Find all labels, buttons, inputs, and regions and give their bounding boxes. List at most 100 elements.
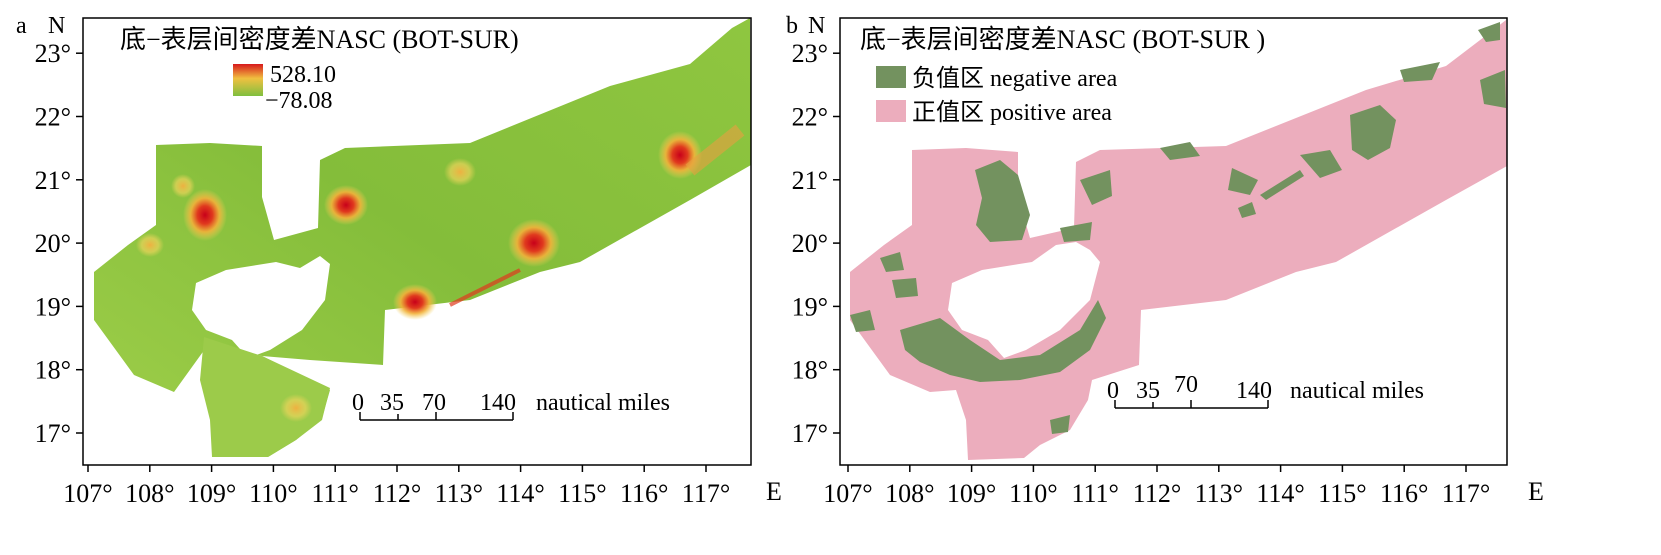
x-axis-tick-label: 107° xyxy=(63,479,112,508)
panel-b-legend-positive-label: 正值区 positive area xyxy=(912,99,1112,126)
panel-b-scale-140: 140 xyxy=(1236,378,1272,404)
x-axis-tick-label: 108° xyxy=(125,479,174,508)
panel-b-negative-10 xyxy=(1400,62,1440,82)
panel-b-east-label: E xyxy=(1528,477,1544,506)
x-axis-tick-label: 114° xyxy=(1256,479,1304,508)
panel-b: b N E 底−表层间密度差NASC (BOT-SUR ) 负值区 negati… xyxy=(786,13,1544,508)
y-axis-tick-label: 17° xyxy=(35,419,71,448)
y-axis-tick-label: 19° xyxy=(792,292,828,321)
panel-b-negative-3 xyxy=(1228,168,1258,195)
panel-b-negative-9 xyxy=(1478,22,1500,42)
panel-b-label: b xyxy=(786,13,798,39)
y-axis-tick-label: 23° xyxy=(792,39,828,68)
y-axis-tick-label: 22° xyxy=(35,103,71,132)
x-axis-tick-label: 117° xyxy=(682,479,730,508)
x-axis-tick-label: 113° xyxy=(1195,479,1243,508)
y-axis-tick-label: 22° xyxy=(792,103,828,132)
panel-a-scale-140: 140 xyxy=(480,390,516,416)
x-axis-tick-label: 116° xyxy=(1380,479,1428,508)
x-axis-tick-label: 109° xyxy=(947,479,996,508)
panel-b-negative-4 xyxy=(1350,105,1396,160)
panel-a-hotspot-1 xyxy=(183,189,227,241)
panel-a-legend-gradient xyxy=(233,64,263,96)
panel-a-frame xyxy=(82,17,752,466)
x-axis-tick-label: 114° xyxy=(496,479,544,508)
panel-a-survey-area xyxy=(94,18,751,457)
x-axis-tick-label: 110° xyxy=(249,479,297,508)
panel-a-warm-2 xyxy=(136,233,164,257)
panel-b-negative-16 xyxy=(892,278,918,298)
y-axis-tick-label: 23° xyxy=(35,39,71,68)
panel-a-scale-0: 0 xyxy=(352,390,364,416)
panel-b-negative-14 xyxy=(850,310,875,332)
panel-a-warm-1 xyxy=(444,158,476,186)
panel-b-frame xyxy=(839,17,1508,466)
panel-b-axes: 107° 108° 109° 110° 111° 112° 113° 114° 115° 116°… xyxy=(792,39,1491,508)
panel-a-axes: 107° 108° 109° 110° 111° 112° 113° 114° 115° 116°… xyxy=(35,39,731,508)
panel-a-hainan-island xyxy=(192,256,330,358)
panel-b-hainan-island xyxy=(948,242,1100,358)
panel-b-scale-unit: nautical miles xyxy=(1290,378,1424,404)
panel-a-legend-min: −78.08 xyxy=(265,88,333,114)
y-axis-tick-label: 17° xyxy=(792,419,828,448)
panel-b-negative-2 xyxy=(1080,170,1112,205)
panel-a-legend-max: 528.10 xyxy=(270,62,336,88)
panel-a: a N E 底−表层间密度差NASC (BOT-SUR) 528.10 −78.… xyxy=(16,13,782,508)
panel-b-title: 底−表层间密度差NASC (BOT-SUR ) xyxy=(860,25,1265,54)
panel-a-scale-35: 35 xyxy=(380,390,404,416)
panel-b-negative-15 xyxy=(880,252,904,272)
panel-a-south-lobe xyxy=(200,337,330,457)
panel-b-negative-1 xyxy=(975,160,1030,242)
x-axis-tick-label: 107° xyxy=(823,479,872,508)
x-axis-tick-label: 115° xyxy=(558,479,606,508)
x-axis-tick-label: 112° xyxy=(373,479,421,508)
panel-b-legend-positive-swatch xyxy=(876,100,906,122)
panel-a-hotspot-6 xyxy=(280,394,312,422)
x-axis-tick-label: 112° xyxy=(1133,479,1181,508)
panel-b-legend-negative-label: 负值区 negative area xyxy=(912,65,1118,92)
panel-a-north-label: N xyxy=(48,13,65,39)
panel-b-negative-17 xyxy=(1050,415,1070,434)
panel-b-scale-bar: 0 35 70 140 nautical miles xyxy=(1107,372,1424,409)
y-axis-tick-label: 20° xyxy=(792,229,828,258)
panel-b-negative-6 xyxy=(1260,170,1304,200)
panel-a-hotspot-7 xyxy=(171,174,195,198)
y-axis-tick-label: 18° xyxy=(35,356,71,385)
x-axis-tick-label: 109° xyxy=(187,479,236,508)
panel-a-scale-unit: nautical miles xyxy=(536,390,670,416)
x-axis-tick-label: 117° xyxy=(1442,479,1490,508)
panel-a-scale-70: 70 xyxy=(422,390,446,416)
x-axis-tick-label: 111° xyxy=(1071,479,1118,508)
panel-a-streak-2 xyxy=(685,124,745,176)
panel-a-hotspot-2 xyxy=(324,185,368,225)
panel-a-title: 底−表层间密度差NASC (BOT-SUR) xyxy=(120,25,519,54)
x-axis-tick-label: 110° xyxy=(1009,479,1057,508)
panel-b-negative-5 xyxy=(1300,150,1342,178)
panel-a-streak-1 xyxy=(449,268,521,307)
x-axis-tick-label: 113° xyxy=(435,479,483,508)
y-axis-tick-label: 21° xyxy=(35,166,71,195)
panel-b-scale-35: 35 xyxy=(1136,378,1160,404)
y-axis-tick-label: 19° xyxy=(35,292,71,321)
panel-b-scale-70: 70 xyxy=(1174,372,1198,398)
y-axis-tick-label: 21° xyxy=(792,166,828,195)
panel-a-scale-bar: 0 35 70 140 nautical miles xyxy=(352,390,670,421)
panel-b-legend-negative-swatch xyxy=(876,66,906,88)
panel-b-negative-13 xyxy=(900,300,1106,382)
panel-b-negative-12 xyxy=(1060,222,1092,242)
panel-a-hotspot-4 xyxy=(393,284,437,320)
x-axis-tick-label: 116° xyxy=(620,479,668,508)
panel-b-scale-0: 0 xyxy=(1107,378,1119,404)
panel-b-negative-8 xyxy=(1480,70,1506,108)
panel-a-east-label: E xyxy=(766,477,782,506)
x-axis-tick-label: 108° xyxy=(885,479,934,508)
panel-b-negative-areas xyxy=(850,22,1506,434)
panel-b-negative-11 xyxy=(1160,142,1200,160)
panel-b-survey-area xyxy=(850,20,1507,460)
panel-b-north-label: N xyxy=(808,13,825,39)
panel-a-hotspot-3 xyxy=(508,219,560,267)
panel-b-negative-7 xyxy=(1238,202,1256,218)
y-axis-tick-label: 18° xyxy=(792,356,828,385)
x-axis-tick-label: 115° xyxy=(1318,479,1366,508)
